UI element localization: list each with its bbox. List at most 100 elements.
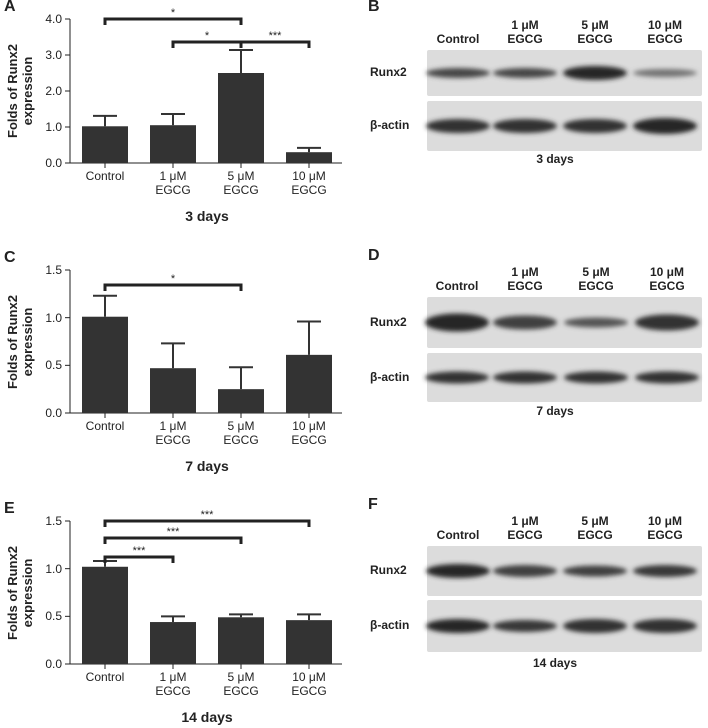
x-tick-label: 5 μM EGCG: [223, 419, 259, 447]
blot-band: [633, 565, 697, 577]
row-label: β-actin: [370, 118, 410, 132]
blot-band: [426, 619, 490, 633]
panel-letter: F: [368, 496, 378, 513]
panel-letter: D: [368, 247, 380, 264]
y-tick-label: 1.5: [45, 263, 62, 277]
bar: [218, 617, 264, 664]
significance-bracket: [239, 40, 311, 48]
significance-label: *: [170, 273, 176, 285]
bar: [218, 389, 264, 413]
lane-label: 10 μM EGCG: [649, 265, 685, 293]
significance-label: *: [204, 30, 210, 42]
lane-label: 5 μM EGCG: [577, 18, 613, 46]
blot-band: [425, 371, 489, 384]
panel-letter: A: [4, 0, 16, 15]
blot-band: [563, 66, 627, 80]
lane-label: 1 μM EGCG: [507, 265, 543, 293]
x-tick-label: 5 μM EGCG: [223, 670, 259, 698]
blot-band: [635, 371, 699, 384]
row-label: β-actin: [370, 369, 410, 384]
bar: [286, 152, 332, 163]
significance-bracket: [103, 17, 243, 25]
blot-band: [426, 68, 490, 78]
bar: [82, 316, 128, 413]
significance-label: ***: [268, 30, 282, 42]
bar: [150, 125, 196, 163]
y-tick-label: 1.0: [45, 310, 62, 325]
x-tick-label: 1 μM EGCG: [155, 169, 191, 197]
chart-title: 7 days: [185, 458, 229, 474]
chart-title: 14 days: [181, 709, 233, 725]
y-axis-label: Folds of Runx2 expression: [5, 294, 35, 389]
blot-band: [563, 119, 627, 133]
y-axis-label: Folds of Runx2 expression: [5, 44, 35, 138]
x-tick-label: 1 μM EGCG: [155, 670, 191, 698]
x-tick-label: 5 μM EGCG: [223, 169, 259, 197]
x-tick-label: 10 μM EGCG: [291, 670, 327, 698]
x-tick-label: 10 μM EGCG: [291, 169, 327, 197]
bar: [82, 126, 128, 163]
row-label: Runx2: [370, 563, 407, 577]
bar: [150, 368, 196, 413]
y-tick-label: 4.0: [45, 12, 62, 26]
y-tick-label: 1.0: [45, 561, 62, 576]
x-tick-label: 10 μM EGCG: [291, 419, 327, 447]
lane-label: Control: [436, 32, 480, 46]
blot-band: [564, 317, 628, 328]
blot-band: [635, 314, 699, 331]
y-tick-label: 0.0: [45, 156, 62, 170]
lane-label: Control: [435, 279, 479, 293]
significance-bracket: [103, 283, 243, 291]
lane-label: 5 μM EGCG: [577, 514, 613, 542]
blot-band: [563, 565, 627, 577]
panel-letter: C: [4, 249, 16, 266]
blot-band: [633, 69, 697, 77]
row-label: β-actin: [370, 618, 410, 632]
blot-band: [493, 371, 557, 384]
y-tick-label: 1.0: [45, 120, 62, 134]
panel-letter: B: [368, 0, 380, 15]
significance-label: ***: [200, 509, 214, 521]
lane-label: Control: [436, 528, 480, 542]
y-tick-label: 3.0: [45, 48, 62, 62]
bar: [150, 622, 196, 664]
significance-label: ***: [132, 545, 146, 557]
blot-band: [493, 315, 557, 330]
blot-band: [563, 619, 627, 633]
chart-title: 3 days: [185, 208, 229, 224]
blot-band: [493, 119, 557, 133]
blot-band: [493, 68, 557, 78]
significance-label: ***: [166, 526, 180, 538]
blot-band: [633, 118, 697, 134]
lane-label: 1 μM EGCG: [507, 18, 543, 46]
y-tick-label: 2.0: [45, 84, 62, 98]
row-label: Runx2: [370, 65, 407, 79]
bar: [82, 566, 128, 664]
panel-letter: E: [4, 500, 15, 517]
blot-band: [426, 119, 490, 133]
y-tick-label: 0.0: [45, 657, 62, 671]
significance-bracket: [103, 519, 311, 527]
blot-band: [493, 620, 557, 632]
significance-label: *: [170, 7, 176, 19]
x-tick-label: Control: [85, 419, 125, 433]
lane-label: 1 μM EGCG: [507, 514, 543, 542]
blot-band: [564, 371, 628, 384]
bar: [286, 620, 332, 664]
lane-label: 10 μM EGCG: [647, 18, 683, 46]
y-tick-label: 0.0: [45, 406, 62, 420]
lane-label: 10 μM EGCG: [647, 514, 683, 542]
x-tick-label: 1 μM EGCG: [155, 419, 191, 447]
x-tick-label: Control: [85, 169, 125, 183]
blot-band: [425, 313, 489, 332]
y-tick-label: 0.5: [45, 358, 62, 373]
y-axis-label: Folds of Runx2 expression: [5, 545, 35, 640]
row-label: Runx2: [370, 314, 407, 329]
blot-band: [633, 619, 697, 633]
bar: [218, 73, 264, 163]
bar: [286, 354, 332, 413]
lane-label: 5 μM EGCG: [578, 265, 614, 293]
y-tick-label: 0.5: [45, 609, 62, 624]
x-tick-label: Control: [85, 670, 125, 684]
